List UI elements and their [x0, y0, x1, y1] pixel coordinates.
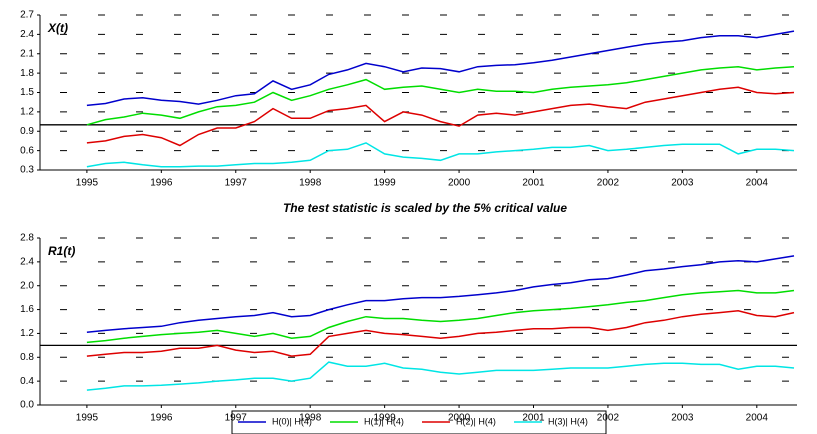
x-tick-label: 1998: [299, 413, 322, 424]
x-tick-label: 2003: [671, 178, 694, 189]
legend-label: H(1)| H(4): [364, 416, 404, 426]
x-tick-label: 2001: [522, 178, 545, 189]
y-tick-label: 2.1: [20, 48, 34, 59]
series-line: [86, 289, 795, 344]
x-tick-label: 1998: [299, 178, 322, 189]
y-tick-label: 0.3: [20, 165, 34, 176]
chart-title: X(t): [47, 21, 68, 35]
x-tick-label: 2004: [746, 178, 769, 189]
series-line: [86, 30, 795, 107]
series-line: [86, 86, 795, 147]
series-line: [86, 255, 795, 333]
y-tick-label: 0.6: [20, 145, 34, 156]
x-tick-label: 2000: [448, 178, 471, 189]
y-tick-label: 2.4: [20, 256, 34, 267]
x-tick-label: 2002: [597, 178, 620, 189]
x-tick-label: 1996: [150, 413, 173, 424]
x-tick-label: 1997: [225, 413, 248, 424]
x-tick-label: 1999: [374, 178, 397, 189]
y-tick-label: 0.9: [20, 126, 34, 137]
x-tick-label: 1995: [76, 178, 99, 189]
legend-box: [231, 410, 607, 434]
x-tick-label: 2003: [671, 413, 694, 424]
legend-label: H(0)| H(4): [272, 416, 312, 426]
series-line: [86, 142, 795, 168]
y-tick-label: 2.8: [20, 233, 34, 244]
legend-label: H(3)| H(4): [548, 416, 588, 426]
x-tick-label: 1999: [374, 413, 397, 424]
x-tick-label: 2002: [597, 413, 620, 424]
x-tick-label: 2001: [522, 413, 545, 424]
x-tick-label: 1996: [150, 178, 173, 189]
y-tick-label: 1.6: [20, 304, 34, 315]
y-tick-label: 1.5: [20, 87, 34, 98]
y-tick-label: 2.0: [20, 280, 34, 291]
chart-title: R1(t): [48, 244, 75, 258]
x-tick-label: 1995: [76, 413, 99, 424]
x-tick-label: 1997: [225, 178, 248, 189]
y-tick-label: 1.8: [20, 68, 34, 79]
x-tick-label: 2000: [448, 413, 471, 424]
series-line: [86, 65, 795, 126]
y-tick-label: 0.8: [20, 352, 34, 363]
caption: The test statistic is scaled by the 5% c…: [283, 201, 567, 215]
series-line: [86, 361, 795, 391]
y-tick-label: 2.7: [20, 10, 34, 21]
y-tick-label: 2.4: [20, 29, 34, 40]
legend-label: H(2)| H(4): [456, 416, 496, 426]
y-tick-label: 1.2: [20, 107, 34, 118]
series-line: [86, 310, 795, 357]
x-tick-label: 2004: [746, 413, 769, 424]
y-tick-label: 0.4: [20, 376, 34, 387]
y-tick-label: 1.2: [20, 328, 34, 339]
y-tick-label: 0.0: [20, 400, 34, 411]
